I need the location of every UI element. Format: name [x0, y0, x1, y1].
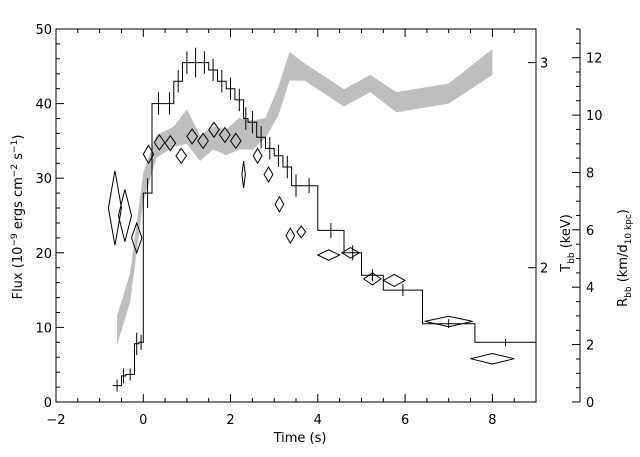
temperature-diamond-2	[130, 221, 143, 255]
temperature-diamond-23	[470, 352, 515, 365]
temperature-diamond-14	[263, 166, 274, 183]
temperature-diamond-15	[274, 195, 285, 213]
temperature-diamond-3	[142, 144, 155, 165]
y-left-tick-label: 40	[35, 98, 52, 113]
y-left-tick-label: 20	[35, 247, 52, 262]
temperature-diamond-17	[296, 225, 307, 239]
temperature-diamond-16	[285, 227, 296, 245]
temperature-diamond-21	[382, 273, 407, 287]
y-left-tick-label: 10	[35, 321, 52, 336]
temperature-diamond-1	[117, 189, 133, 242]
y-right-tick-label: 10	[586, 109, 603, 124]
x-axis-title: Time (s)	[273, 431, 327, 446]
temperature-diamond-19	[340, 247, 361, 259]
y-right-tick-label: 4	[586, 281, 594, 296]
temperature-diamond-9	[208, 121, 220, 139]
x-tick-label: 2	[226, 413, 234, 428]
temperature-diamond-7	[186, 128, 199, 145]
x-tick-label: 4	[314, 413, 322, 428]
y-right-tick-label: 2	[586, 339, 594, 354]
x-tick-label: 0	[139, 413, 147, 428]
y-mid-tick-label: 2	[540, 262, 548, 277]
temperature-diamond-6	[175, 147, 188, 165]
temperature-diamond-layer	[107, 121, 515, 365]
temperature-diamond-13	[252, 147, 263, 165]
temperature-diamond-10	[218, 126, 231, 144]
temperature-diamond-8	[197, 132, 209, 150]
flux-histogram-layer	[112, 47, 536, 392]
temperature-diamond-4	[153, 134, 166, 151]
temperature-diamond-18	[316, 249, 341, 261]
temperature-diamond-20	[362, 272, 382, 286]
y-mid-tick-label: 3	[540, 57, 548, 72]
y-right-tick-label: 8	[586, 167, 594, 182]
temperature-diamond-12	[241, 160, 246, 188]
y-right-tick-label: 12	[586, 52, 603, 67]
y-left-tick-label: 0	[44, 396, 52, 411]
temperature-diamond-5	[164, 134, 177, 152]
y-axis-right-title: Rbb (km/d10 kpc)	[616, 209, 634, 307]
y-left-tick-label: 30	[35, 172, 52, 187]
y-axis-mid-title: Tbb (keV)	[559, 214, 577, 273]
y-axis-left-title: Flux (10−9 ergs cm−2 s−1)	[10, 135, 26, 300]
flux-histogram-line	[112, 62, 536, 387]
x-tick-label: −2	[46, 413, 65, 428]
temperature-diamond-11	[229, 132, 242, 150]
radius-band-layer	[117, 49, 493, 345]
x-tick-label: 8	[488, 413, 496, 428]
x-tick-label: 6	[401, 413, 409, 428]
y-right-tick-label: 0	[586, 396, 594, 411]
y-right-tick-label: 6	[586, 224, 594, 239]
radius-band	[117, 49, 493, 345]
temperature-diamond-0	[107, 170, 123, 246]
y-left-tick-label: 50	[35, 23, 52, 38]
temperature-diamond-22	[424, 315, 473, 328]
